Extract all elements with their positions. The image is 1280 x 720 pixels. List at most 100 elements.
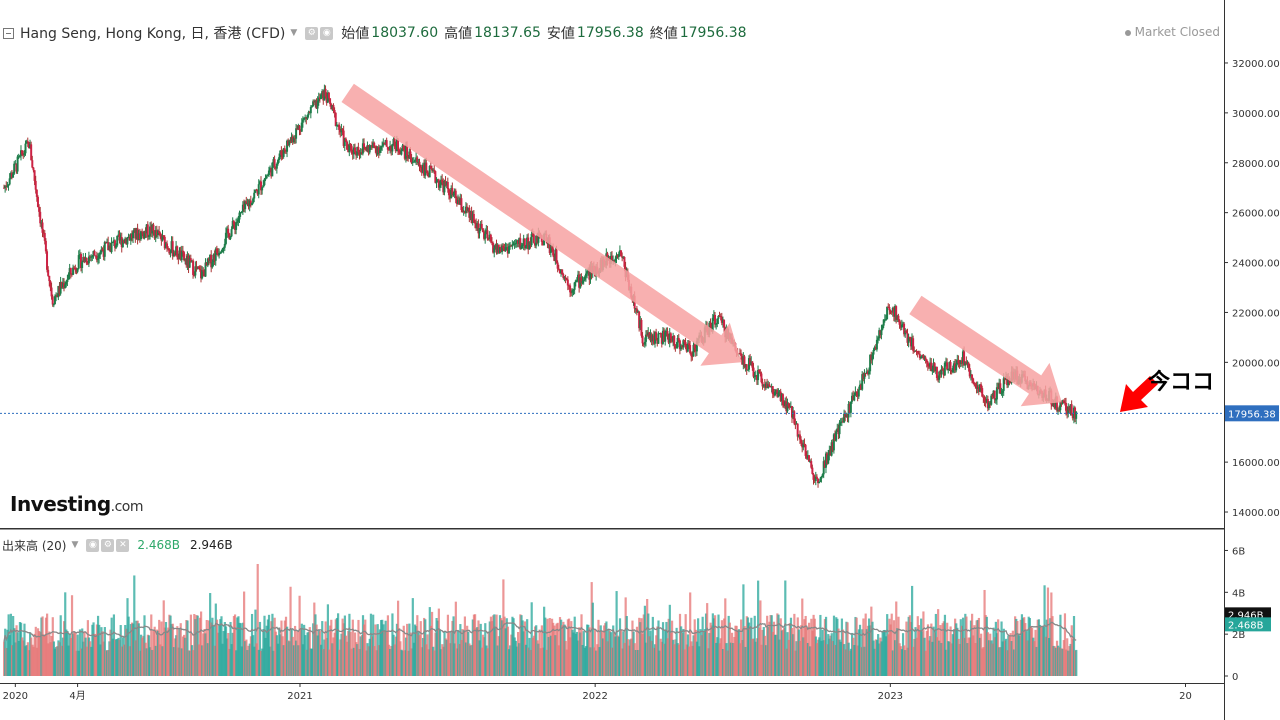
pane-separator <box>0 528 1224 530</box>
volume-bar <box>298 595 301 676</box>
volume-bar <box>1001 641 1004 676</box>
candle-body <box>42 232 45 234</box>
candle-body <box>70 273 73 275</box>
volume-bar <box>127 616 130 676</box>
volume-bar <box>381 619 384 676</box>
candle-body <box>643 341 646 345</box>
candle-body <box>366 145 369 152</box>
volume-bar <box>931 641 934 676</box>
volume-bar <box>699 629 702 676</box>
volume-bar <box>267 614 271 676</box>
volume-bar <box>981 648 984 676</box>
candle-body <box>556 262 559 269</box>
volume-bar <box>437 608 440 676</box>
volume-bar <box>1009 633 1012 676</box>
volume-bar <box>461 629 464 676</box>
candle-body <box>963 351 966 366</box>
candle-body <box>460 198 463 211</box>
volume-bar <box>540 625 543 676</box>
volume-bar <box>1018 635 1021 676</box>
volume-bar <box>472 614 476 676</box>
candle-body <box>133 228 136 233</box>
candle-body <box>583 276 586 280</box>
volume-bar <box>471 619 474 676</box>
volume-bar <box>398 628 401 676</box>
volume-bar <box>446 614 450 676</box>
candle-body <box>496 244 499 253</box>
volume-bar <box>754 641 757 676</box>
candle-body <box>776 390 779 397</box>
volume-bar <box>1000 621 1003 676</box>
volume-bar <box>752 638 755 676</box>
volume-bar <box>330 619 333 676</box>
candle-body <box>563 277 566 279</box>
candle-body <box>1055 396 1058 411</box>
volume-bar <box>927 640 931 676</box>
volume-bar <box>1063 613 1067 676</box>
candle-body <box>152 224 155 231</box>
candle-body <box>795 423 798 425</box>
volume-bar <box>847 642 850 676</box>
volume-bar <box>1037 619 1041 676</box>
candle-body <box>31 160 34 168</box>
visibility-icon[interactable]: ◉ <box>320 26 334 40</box>
volume-bar <box>1021 618 1025 676</box>
candle-body <box>36 196 39 208</box>
collapse-icon[interactable] <box>3 27 14 39</box>
volume-bar <box>646 598 649 676</box>
candle-body <box>746 369 749 371</box>
volume-bar <box>297 645 300 676</box>
volume-bar <box>256 563 259 676</box>
candle-body <box>269 167 272 171</box>
candle-body <box>811 467 814 474</box>
candle-body <box>402 145 405 150</box>
candle-body <box>877 338 880 340</box>
volume-bar <box>318 631 322 676</box>
chevron-down-icon[interactable]: ▼ <box>71 540 79 550</box>
volume-bar <box>753 615 756 676</box>
candle-body <box>687 343 690 345</box>
candle-body <box>308 112 311 114</box>
volume-bar <box>691 645 694 676</box>
volume-bar <box>47 643 50 676</box>
volume-bar <box>221 643 224 676</box>
candle-body <box>1006 376 1009 386</box>
investing-logo: Investing.com <box>10 492 144 516</box>
candle-body <box>53 296 56 305</box>
volume-bar <box>615 591 618 676</box>
candle-body <box>646 334 649 336</box>
candle-body <box>254 189 257 193</box>
volume-bar <box>968 637 971 676</box>
candle-body <box>742 356 745 365</box>
volume-bar <box>1020 614 1024 676</box>
candle-body <box>1060 401 1063 404</box>
candle-body <box>278 157 281 161</box>
settings-icon[interactable]: ⚙ <box>101 538 115 552</box>
candle-body <box>935 366 938 379</box>
volume-bar <box>729 642 733 676</box>
volume-bar <box>1061 648 1064 676</box>
candle-body <box>3 187 5 189</box>
candle-body <box>650 334 653 342</box>
candle-body <box>289 140 292 142</box>
volume-bar <box>622 631 625 676</box>
candle-body <box>905 330 908 334</box>
volume-bar <box>673 644 676 676</box>
candle-body <box>1070 404 1073 415</box>
volume-bar <box>95 624 99 676</box>
candle-body <box>792 411 795 418</box>
volume-bar <box>670 620 674 676</box>
close-icon[interactable]: ✕ <box>116 538 130 552</box>
volume-bar <box>86 620 89 676</box>
volume-bar <box>273 617 276 676</box>
chevron-down-icon[interactable]: ▼ <box>290 28 298 38</box>
settings-icon[interactable]: ⚙ <box>305 26 319 40</box>
candle-body <box>966 362 969 364</box>
candle-body <box>434 171 437 183</box>
candle-body <box>94 255 97 257</box>
visibility-icon[interactable]: ◉ <box>86 538 100 552</box>
volume-bar <box>286 626 289 676</box>
candle-body <box>854 391 857 396</box>
volume-bar <box>172 647 176 676</box>
